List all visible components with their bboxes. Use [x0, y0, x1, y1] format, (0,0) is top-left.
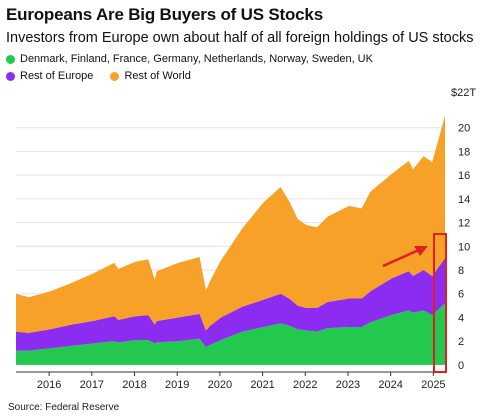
legend-item-rest-of-europe: Rest of Europe: [6, 69, 93, 84]
y-tick-label: 8: [458, 265, 464, 277]
x-tick-label: 2019: [165, 379, 189, 391]
chart-legend: Denmark, Finland, France, Germany, Nethe…: [6, 52, 476, 86]
annotation-arrow-shaft: [382, 247, 422, 268]
chart-subtitle: Investors from Europe own about half of …: [6, 30, 474, 46]
y-tick-label: 14: [458, 194, 470, 206]
x-tick-label: 2016: [37, 379, 61, 391]
area-series-3: [16, 115, 445, 333]
y-unit-label: $22T: [451, 87, 476, 99]
x-tick-label: 2024: [378, 379, 402, 391]
legend-item-core-europe: Denmark, Finland, France, Germany, Nethe…: [6, 52, 373, 67]
legend-swatch-purple: [6, 72, 15, 81]
x-tick-label: 2025: [421, 379, 445, 391]
legend-item-rest-of-world: Rest of World: [110, 69, 191, 84]
y-tick-label: 18: [458, 146, 470, 158]
annotation-arrowhead: [414, 246, 428, 256]
chart-title: Europeans Are Big Buyers of US Stocks: [6, 5, 323, 24]
legend-swatch-orange: [110, 72, 120, 81]
y-tick-label: 0: [458, 360, 464, 372]
y-tick-label: 4: [458, 312, 464, 324]
x-tick-label: 2018: [122, 379, 146, 391]
y-tick-label: 6: [458, 289, 464, 301]
x-tick-label: 2020: [208, 379, 232, 391]
source-note: Source: Federal Reserve: [8, 402, 120, 413]
x-tick-label: 2021: [250, 379, 274, 391]
x-tick-label: 2023: [336, 379, 360, 391]
y-tick-label: 12: [458, 218, 470, 230]
legend-swatch-green: [6, 55, 15, 64]
legend-label-rest-of-world: Rest of World: [124, 70, 191, 82]
legend-label-core-europe: Denmark, Finland, France, Germany, Nethe…: [20, 53, 373, 65]
y-tick-label: 20: [458, 123, 470, 135]
x-tick-label: 2017: [80, 379, 104, 391]
annotation-highlight-box: [433, 233, 447, 373]
area-series-1: [16, 303, 445, 365]
y-tick-label: 16: [458, 170, 470, 182]
legend-label-rest-of-europe: Rest of Europe: [20, 70, 94, 82]
y-tick-label: 10: [458, 241, 470, 253]
y-tick-label: 2: [458, 336, 464, 348]
x-tick-label: 2022: [293, 379, 317, 391]
area-series-2: [16, 258, 445, 351]
